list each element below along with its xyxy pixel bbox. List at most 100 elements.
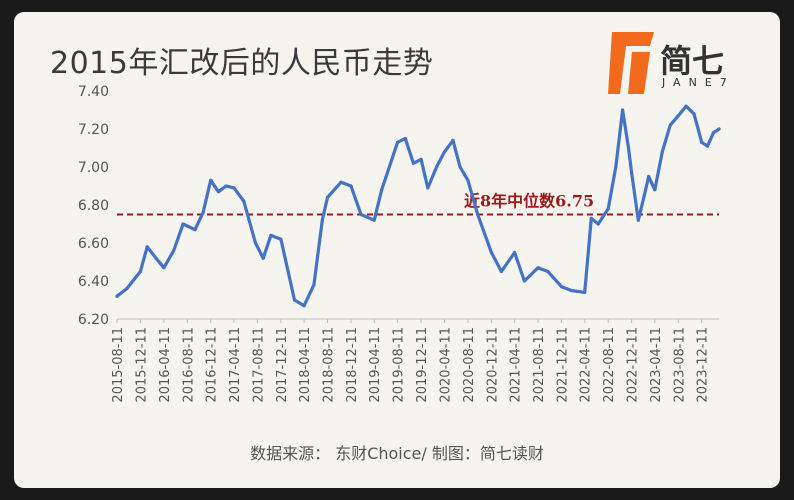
data-point (442, 150, 447, 154)
data-point (466, 178, 470, 182)
data-point (626, 146, 631, 150)
x-tick-label: 2015-12-11 (134, 327, 149, 403)
x-tick-label: 2018-08-11 (322, 327, 337, 403)
data-point (642, 193, 646, 198)
x-tick-label: 2015-08-11 (111, 327, 126, 403)
x-tick-label: 2017-08-11 (251, 327, 266, 403)
x-tick-label: 2019-12-11 (415, 327, 430, 403)
x-tick-label: 2016-04-11 (158, 327, 173, 403)
data-point (522, 279, 527, 283)
data-point (647, 174, 651, 179)
x-tick-label: 2022-04-11 (579, 327, 594, 403)
data-point (536, 266, 540, 270)
data-point (676, 114, 680, 118)
y-tick-label: 7.20 (78, 122, 109, 138)
data-point (125, 287, 129, 291)
data-point (614, 165, 618, 169)
data-point (201, 211, 205, 215)
data-point (513, 250, 517, 255)
data-point (325, 195, 330, 199)
x-tick-label: 2020-08-11 (462, 327, 477, 403)
x-tick-label: 2018-04-11 (298, 327, 313, 403)
data-point (451, 138, 455, 142)
x-tick-label: 2021-08-11 (532, 327, 547, 403)
data-point (684, 104, 688, 108)
data-point (426, 186, 430, 190)
series-points (115, 104, 721, 308)
logo-mark-icon (608, 32, 654, 94)
data-point (162, 266, 166, 270)
x-tick-label: 2020-04-11 (439, 327, 454, 403)
y-axis-ticks: 6.20 6.40 6.60 6.80 7.00 7.20 7.40 (78, 84, 109, 328)
y-tick-label: 7.00 (78, 160, 109, 176)
data-point (261, 256, 265, 260)
data-point (630, 171, 634, 175)
data-point (569, 288, 574, 293)
data-point (660, 150, 664, 154)
data-point (269, 233, 273, 237)
data-point (154, 256, 158, 260)
data-point (705, 144, 710, 148)
data-point (403, 136, 407, 141)
data-point (115, 294, 119, 298)
y-tick-label: 6.80 (78, 198, 109, 214)
x-tick-label: 2022-08-11 (602, 327, 617, 403)
data-point (499, 269, 503, 274)
x-tick-label: 2017-04-11 (228, 327, 243, 403)
data-point (320, 218, 324, 222)
data-point (209, 178, 213, 182)
data-point (711, 131, 716, 135)
data-point (636, 218, 640, 222)
x-tick-label: 2018-12-11 (345, 327, 360, 403)
data-point (458, 165, 462, 169)
y-tick-label: 7.40 (78, 84, 109, 100)
data-point (302, 304, 306, 308)
data-point (339, 180, 343, 184)
data-point (489, 250, 493, 255)
data-point (372, 218, 376, 222)
x-tick-label: 2021-12-11 (555, 327, 570, 403)
logo-subtitle: JANE7 (662, 76, 735, 89)
data-point (349, 184, 353, 188)
data-point (242, 199, 246, 203)
data-point (193, 228, 197, 232)
source-note: 数据来源： 东财Choice/ 制图：简七读财 (250, 444, 544, 463)
data-point (692, 112, 696, 116)
data-point (620, 108, 625, 112)
data-point (359, 212, 363, 217)
x-tick-label: 2016-08-11 (181, 327, 196, 403)
data-point (216, 190, 221, 194)
data-point (583, 290, 587, 294)
x-tick-label: 2019-08-11 (392, 327, 407, 403)
y-tick-label: 6.60 (78, 236, 109, 252)
x-tick-label: 2023-04-11 (649, 327, 664, 403)
y-tick-label: 6.20 (78, 312, 109, 328)
data-point (396, 140, 400, 144)
reference-line-label: 近8年中位数6.75 (464, 192, 594, 211)
data-point (181, 222, 185, 226)
data-point (559, 285, 564, 289)
x-tick-label: 2019-04-11 (368, 327, 383, 403)
x-tick-label: 2016-12-11 (205, 327, 220, 403)
brand-logo: 简七 JANE7 (608, 32, 778, 98)
x-tick-label: 2023-12-11 (696, 327, 711, 403)
x-tick-label: 2023-08-11 (672, 327, 687, 403)
data-point (145, 245, 149, 249)
chart-title: 2015年汇改后的人民币走势 (50, 46, 434, 81)
data-point (476, 212, 480, 217)
data-point (224, 184, 228, 188)
x-tick-label: 2017-12-11 (275, 327, 290, 403)
data-point (411, 161, 415, 165)
x-tick-label: 2021-04-11 (509, 327, 524, 403)
data-point (596, 222, 600, 226)
data-point (279, 237, 283, 241)
x-tick-label: 2022-12-11 (626, 327, 641, 403)
x-axis-ticks: 2015-08-11 2015-12-11 2016-04-11 2016-08-11… (111, 319, 711, 403)
data-point (419, 157, 423, 161)
data-point (717, 127, 721, 131)
y-tick-label: 6.40 (78, 274, 109, 290)
series-line (115, 104, 721, 308)
data-point (435, 165, 439, 169)
data-point (232, 186, 236, 190)
data-point (138, 269, 143, 274)
